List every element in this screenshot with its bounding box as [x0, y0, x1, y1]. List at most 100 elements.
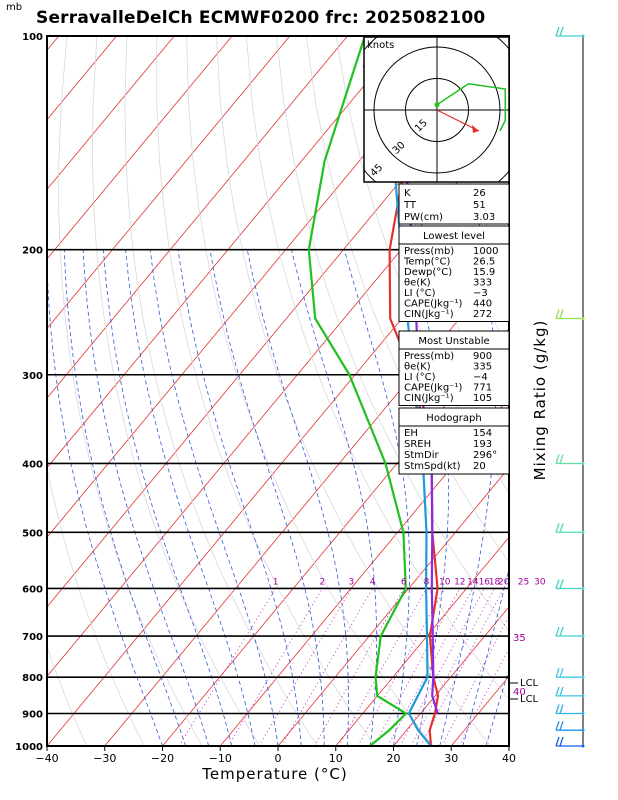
wind-barb [555, 686, 585, 698]
index-pw-value: 3.03 [473, 212, 495, 223]
wind-barb [555, 454, 585, 465]
mixing-ratio-label: 12 [454, 577, 465, 587]
wind-barb [555, 309, 585, 321]
side-label-40: 40 [513, 687, 526, 698]
index-pw-label: PW(cm) [404, 212, 443, 223]
panel-row-value: 335 [473, 362, 492, 373]
mixing-ratio-line [314, 588, 405, 746]
index-tt-value: 51 [473, 200, 486, 211]
mixing-ratio-label: 1 [273, 577, 279, 587]
mixing-ratio-line [338, 588, 427, 746]
mixing-ratio-label: 2 [320, 577, 326, 587]
panel-row-label: CIN(Jkg⁻¹) [404, 393, 454, 404]
mixing-ratio-line [373, 588, 461, 746]
isotherm-line [47, 36, 117, 121]
mixing-ratio-label: 20 [498, 577, 510, 587]
dry-adiabat-line [545, 36, 618, 746]
mixing-ratio-line [357, 588, 446, 746]
x-tick-label: −40 [35, 752, 58, 765]
hodograph-ring [405, 78, 469, 142]
x-tick-label: 20 [387, 752, 401, 765]
index-tt-label: TT [403, 200, 417, 211]
x-tick-label: 40 [502, 752, 516, 765]
panel-row-value: 333 [473, 278, 492, 289]
x-tick-label: 0 [275, 752, 282, 765]
mixing-ratio-line [441, 615, 509, 746]
panel-row-value: 15.9 [473, 267, 495, 278]
lcl-label-1: LCL [520, 678, 539, 689]
panel-row-label: LI (°C) [404, 288, 436, 299]
moist-adiabat-line [177, 249, 302, 746]
panel-row-label: θe(K) [404, 362, 431, 373]
y-tick-label: 800 [22, 673, 43, 684]
panel-row-value: 193 [473, 439, 492, 450]
mixing-ratio-label: 16 [479, 577, 491, 587]
y-tick-label: 400 [22, 459, 43, 470]
series-temperature [388, 36, 476, 746]
panel-row-label: EH [404, 428, 418, 439]
mixing-ratio-label: 25 [518, 577, 529, 587]
storm-motion-vector [436, 109, 480, 132]
dry-adiabat-line [47, 466, 145, 746]
moist-adiabat-line [149, 249, 279, 746]
lcl-label-2: LCL [520, 694, 539, 705]
panel-row-label: CAPE(Jkg⁻¹) [404, 383, 462, 394]
wind-barb [555, 704, 585, 716]
y-tick-label: 500 [22, 528, 43, 539]
panel-header: Lowest level [423, 231, 485, 242]
wind-barb [555, 667, 585, 679]
mixing-ratio-line [258, 588, 352, 746]
index-k-label: K [404, 188, 411, 199]
x-tick-label: −20 [151, 752, 174, 765]
panel-row-label: CIN(Jkg⁻¹) [404, 309, 454, 320]
x-tick-label: 30 [444, 752, 458, 765]
panel-row-label: StmDir [404, 450, 439, 461]
hodograph-ring [373, 46, 501, 174]
chart-title: SerravalleDelCh ECMWF0200 frc: 202508210… [36, 8, 486, 28]
x-tick-label: 10 [329, 752, 343, 765]
panel-row-label: StmSpd(kt) [404, 461, 461, 472]
most-unstable-panel: Most Unstable Press(mb) 900 θe(K) 335 LI (°C)… [398, 330, 510, 406]
indices-panel: K 26 TT 51 PW(cm) 3.03 [398, 183, 510, 225]
mixing-ratio-label: 8 [424, 577, 430, 587]
moist-adiabat-line [63, 249, 186, 746]
wind-barbs [555, 26, 585, 748]
panel-header: Hodograph [426, 413, 481, 424]
dry-adiabat-line [58, 36, 203, 746]
mixing-ratio-line [281, 588, 373, 746]
mixing-ratio-label: 3 [348, 577, 354, 587]
mixing-ratio-label: 18 [489, 577, 501, 587]
dry-adiabat-line [605, 36, 618, 746]
panel-row-value: 900 [473, 351, 492, 362]
x-tick-label: −30 [93, 752, 116, 765]
panel-row-value: 272 [473, 309, 492, 320]
isotherm-line [47, 36, 406, 469]
dry-adiabat-line [47, 645, 87, 746]
panel-row-label: Temp(°C) [403, 257, 451, 268]
moist-adiabat-line [209, 249, 325, 746]
isotherm-line [393, 606, 509, 746]
y-tick-label: 200 [22, 246, 43, 257]
panel-row-value: −4 [473, 372, 488, 383]
y-axis-label: Mixing Ratio (g/kg) [531, 320, 549, 481]
isotherm-line [47, 36, 348, 399]
series-dewpoint [307, 36, 408, 746]
wind-barb [555, 579, 585, 590]
mixing-ratio-line [228, 588, 323, 746]
moist-adiabat-line [343, 249, 410, 746]
dry-adiabat-line [124, 36, 318, 746]
pressure-unit-label: mb [6, 2, 23, 13]
storm-motion-arrowhead [472, 125, 479, 133]
panel-row-value: −3 [473, 288, 488, 299]
mixing-ratio-label: 6 [401, 577, 407, 587]
mixing-ratio-label: 4 [370, 577, 376, 587]
hodograph-params-panel: Hodograph EH 154 SREH 193 StmDir 296° StmSpd(kt… [398, 407, 510, 475]
wind-barb [555, 523, 585, 534]
dry-adiabat-line [575, 36, 618, 746]
hodograph-unit-label: knots [367, 40, 394, 51]
panel-row-value: 105 [473, 393, 492, 404]
wind-barb [555, 736, 585, 748]
y-tick-label: 600 [22, 584, 43, 595]
